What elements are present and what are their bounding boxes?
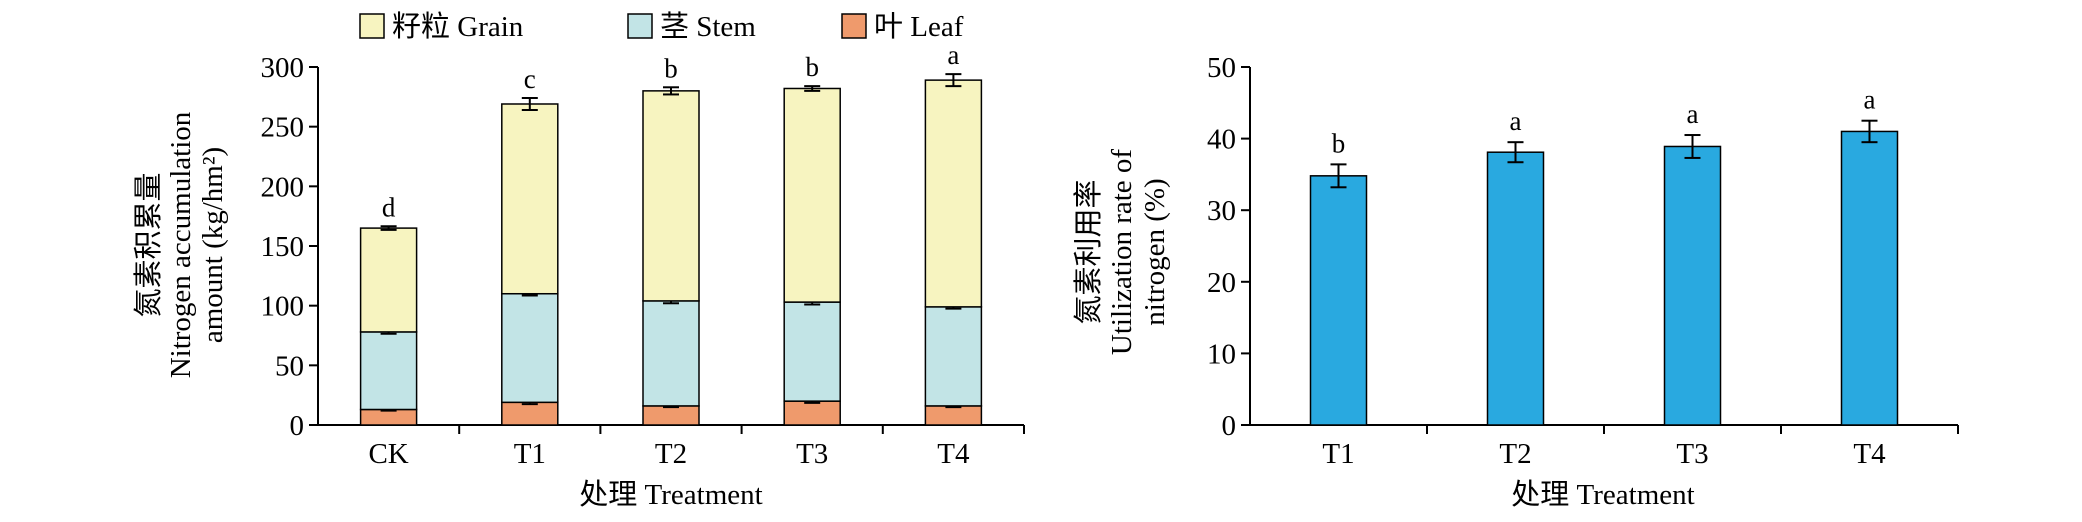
legend-item-leaf: 叶 Leaf	[841, 11, 964, 43]
right-y-axis-title-line2: nitrogen (%)	[1139, 178, 1171, 325]
sig-letter-utilization-t1: b	[1332, 128, 1346, 158]
legend-label-grain: 籽粒 Grain	[392, 10, 524, 43]
bar-utilization-t3	[1663, 145, 1722, 426]
bar-utilization-t4	[1840, 130, 1899, 426]
bar-stem-t2	[642, 300, 700, 407]
left-y-axis-title-line1: Nitrogen accumulation	[165, 111, 197, 378]
right-y-axis-title-line1: Utilization rate of	[1106, 149, 1138, 355]
right-y-axis-title-cn: 氮素利用率	[1072, 179, 1105, 324]
right-y-tick-label: 30	[1207, 195, 1236, 227]
legend: 籽粒 Grain 茎 Stem 叶 Leaf	[359, 10, 964, 43]
bar-grain-t4	[924, 79, 983, 308]
left-y-axis-title-line2: amount (kg/hm²)	[197, 147, 229, 343]
bar-leaf-t1	[501, 401, 559, 426]
left-x-tick-label-ck: CK	[368, 438, 408, 470]
legend-label-leaf: 叶 Leaf	[874, 11, 964, 43]
bar-utilization-t2	[1486, 151, 1545, 426]
bar-leaf-t4	[924, 405, 983, 426]
left-y-tick-label: 50	[275, 350, 304, 382]
bar-stem-t1	[501, 292, 559, 404]
left-y-tick-label: 300	[261, 52, 305, 84]
sig-letter-utilization-t4: a	[1864, 85, 1876, 115]
right-y-tick-label: 20	[1207, 267, 1236, 299]
bar-grain-t1	[501, 103, 559, 295]
bar-stem-t4	[924, 306, 983, 407]
right-x-tick-label-t4: T4	[1853, 438, 1886, 470]
bar-grain-t2	[642, 90, 700, 302]
right-x-tick-label-t1: T1	[1322, 438, 1354, 470]
sig-letter-grain-t3: b	[805, 52, 819, 82]
right-y-tick-label: 50	[1207, 52, 1236, 84]
sig-letter-grain-t1: c	[524, 64, 536, 94]
bar-leaf-t2	[642, 405, 700, 426]
sig-letter-grain-t4: a	[947, 40, 959, 70]
legend-swatch-stem	[627, 13, 653, 39]
legend-item-stem: 茎 Stem	[627, 10, 756, 43]
right-y-tick-label: 40	[1207, 124, 1236, 156]
sig-letter-grain-t2: b	[664, 53, 678, 83]
sig-letter-utilization-t2: a	[1510, 106, 1522, 136]
bar-leaf-t3	[783, 400, 841, 426]
right-x-tick-label-t3: T3	[1676, 438, 1708, 470]
bar-stem-t3	[783, 301, 841, 402]
left-y-tick-label: 150	[261, 231, 305, 263]
bar-leaf-ck	[359, 408, 418, 426]
right-y-tick-label: 10	[1207, 338, 1236, 370]
right-y-tick-label: 0	[1222, 410, 1237, 442]
left-y-tick-label: 100	[261, 291, 305, 323]
left-x-tick-label-t1: T1	[514, 438, 546, 470]
nitrogen-accumulation-chart: 050100150200250300CKT1T2T3T4cddaacbbbacb…	[132, 40, 1025, 511]
sig-letter-grain-ck: d	[382, 192, 396, 222]
bar-grain-t3	[783, 87, 841, 303]
right-chart-marks: 0 10 20 30 40 50 T1 T2 T3 T4 b a a a	[1207, 52, 1959, 470]
left-y-tick-label: 0	[290, 410, 305, 442]
left-chart-marks: 050100150200250300CKT1T2T3T4cddaacbbbacb…	[261, 40, 1025, 470]
left-y-tick-label: 250	[261, 112, 305, 144]
left-x-tick-label-t4: T4	[937, 438, 970, 470]
sig-letter-utilization-t3: a	[1687, 99, 1699, 129]
left-x-tick-label-t2: T2	[655, 438, 687, 470]
legend-item-grain: 籽粒 Grain	[359, 10, 524, 43]
bar-grain-ck	[359, 227, 418, 333]
right-x-axis-title: 处理 Treatment	[1511, 478, 1694, 511]
bar-stem-ck	[359, 331, 418, 411]
left-y-axis-title-cn: 氮素积累量	[132, 172, 165, 317]
legend-label-stem: 茎 Stem	[660, 10, 756, 43]
legend-swatch-leaf	[841, 13, 867, 39]
left-y-tick-label: 200	[261, 171, 305, 203]
nitrogen-utilization-chart: 0 10 20 30 40 50 T1 T2 T3 T4 b a a a 处理 Treatment 氮素利…	[1072, 52, 1959, 511]
left-x-axis-title: 处理 Treatment	[579, 478, 762, 511]
bar-utilization-t1	[1309, 175, 1368, 426]
legend-swatch-grain	[359, 13, 385, 39]
left-x-tick-label-t3: T3	[796, 438, 828, 470]
right-x-tick-label-t2: T2	[1499, 438, 1531, 470]
